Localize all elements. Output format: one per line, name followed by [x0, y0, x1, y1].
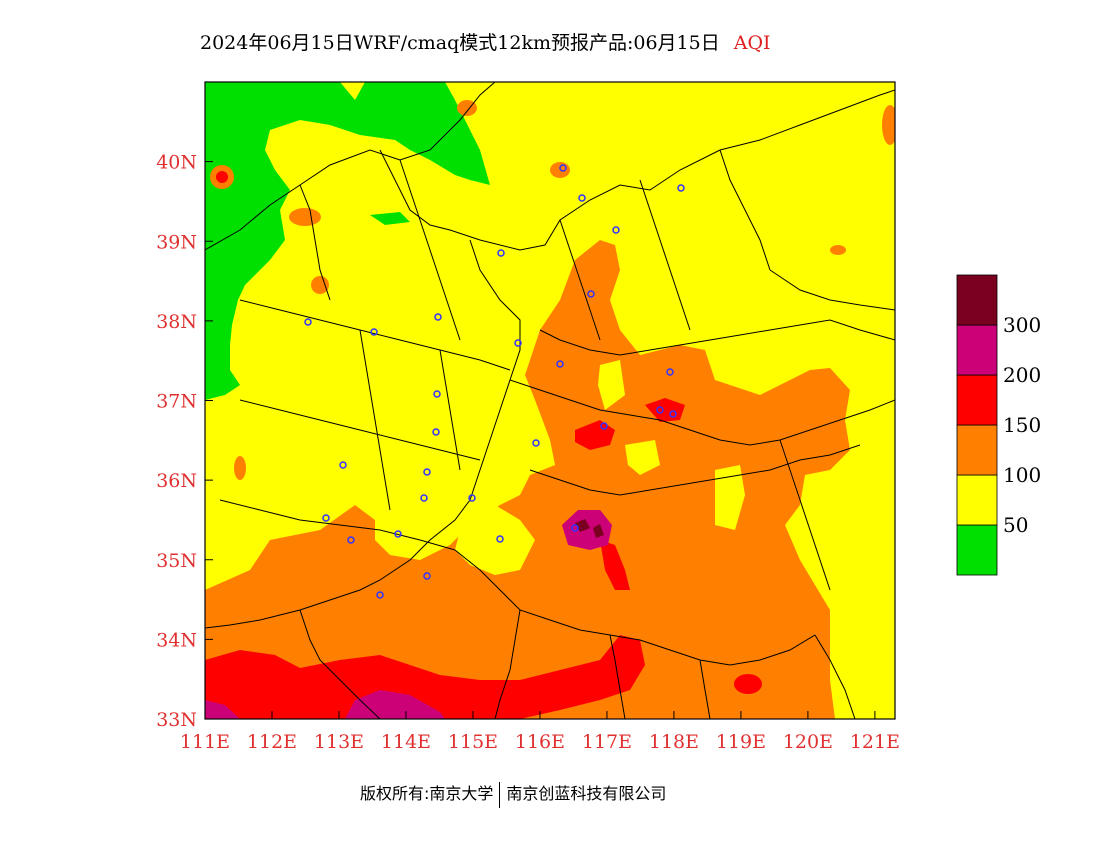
hotspot-sensitive-3	[882, 105, 895, 145]
lon-tick-label: 112E	[247, 731, 297, 753]
chart-title: 2024年06月15日WRF/cmaq模式12km预报产品:06月15日 AQI	[200, 28, 771, 55]
lon-tick-label: 115E	[448, 731, 498, 753]
lon-tick-label: 111E	[180, 731, 230, 753]
axis-ticks: 111E 112E 113E 114E 115E 116E 117E 118E 119E 120E…	[156, 152, 900, 753]
hotspot-very-unhealthy	[562, 510, 612, 550]
province-boundaries	[205, 82, 895, 719]
lon-tick-label: 114E	[381, 731, 431, 753]
legend-swatch	[956, 524, 998, 576]
lat-tick-label: 36N	[156, 470, 197, 492]
station-markers	[304, 164, 685, 599]
lat-tick-label: 35N	[156, 550, 197, 572]
legend-tick-label: 300	[1003, 313, 1041, 337]
lat-tick-label: 38N	[156, 311, 197, 333]
footer-company: 南京创蓝科技有限公司	[506, 784, 667, 803]
legend-swatch	[956, 324, 998, 376]
lon-tick-label: 121E	[850, 731, 900, 753]
hotspot-unhealthy-3	[600, 540, 630, 590]
zone-moderate-hole-2	[598, 360, 625, 410]
lat-tick-label: 34N	[156, 629, 197, 651]
lon-tick-label: 113E	[314, 731, 364, 753]
lat-tick-label: 37N	[156, 391, 197, 413]
lat-tick-label: 39N	[156, 231, 197, 253]
lat-tick-label: 40N	[156, 152, 197, 174]
hotspot-unhealthy-6	[216, 171, 228, 183]
zone-unhealthy-south	[205, 635, 645, 719]
hotspot-sensitive-2	[311, 276, 329, 294]
hotspot-hazardous-2	[593, 524, 604, 538]
lon-tick-label: 116E	[515, 731, 565, 753]
lon-tick-label: 117E	[582, 731, 632, 753]
hotspot-sensitive-6	[457, 100, 477, 116]
hotspot-sensitive-7	[234, 456, 246, 480]
legend-swatch	[956, 424, 998, 476]
legend-swatch	[956, 274, 998, 326]
zone-very-unhealthy-corner	[205, 700, 240, 719]
title-variable: AQI	[733, 32, 771, 54]
zone-moderate-hole-1	[715, 465, 745, 530]
color-legend: 50 100 150 200 300	[956, 274, 1041, 576]
hotspot-sensitive-4	[830, 245, 846, 255]
legend-tick-label: 100	[1003, 463, 1041, 487]
aqi-field	[205, 82, 895, 719]
legend-tick-label: 150	[1003, 413, 1041, 437]
lon-tick-label: 119E	[716, 731, 766, 753]
zone-moderate-hole-3	[625, 440, 660, 475]
legend-tick-label: 200	[1003, 363, 1041, 387]
footer: 版权所有:南京大学 南京创蓝科技有限公司	[360, 780, 666, 808]
hotspot-unhealthy-1	[575, 420, 615, 450]
hotspot-hazardous-1	[575, 519, 590, 532]
footer-copyright: 版权所有:南京大学	[360, 784, 494, 803]
legend-tick-label: 50	[1003, 513, 1028, 537]
zone-sensitive-south	[205, 240, 850, 719]
lon-tick-label: 118E	[649, 731, 699, 753]
legend-swatch	[956, 474, 998, 526]
title-main: 2024年06月15日WRF/cmaq模式12km预报产品:06月15日	[200, 32, 720, 54]
lat-tick-label: 33N	[156, 709, 197, 731]
lon-tick-label: 120E	[783, 731, 833, 753]
zone-good-patch	[370, 212, 410, 225]
legend-swatch	[956, 374, 998, 426]
hotspot-sensitive-1	[289, 208, 321, 226]
hotspot-unhealthy-4	[734, 674, 762, 694]
footer-separator	[499, 781, 501, 808]
zone-very-unhealthy-south	[345, 690, 445, 719]
zone-moderate-hole-4	[455, 505, 535, 575]
